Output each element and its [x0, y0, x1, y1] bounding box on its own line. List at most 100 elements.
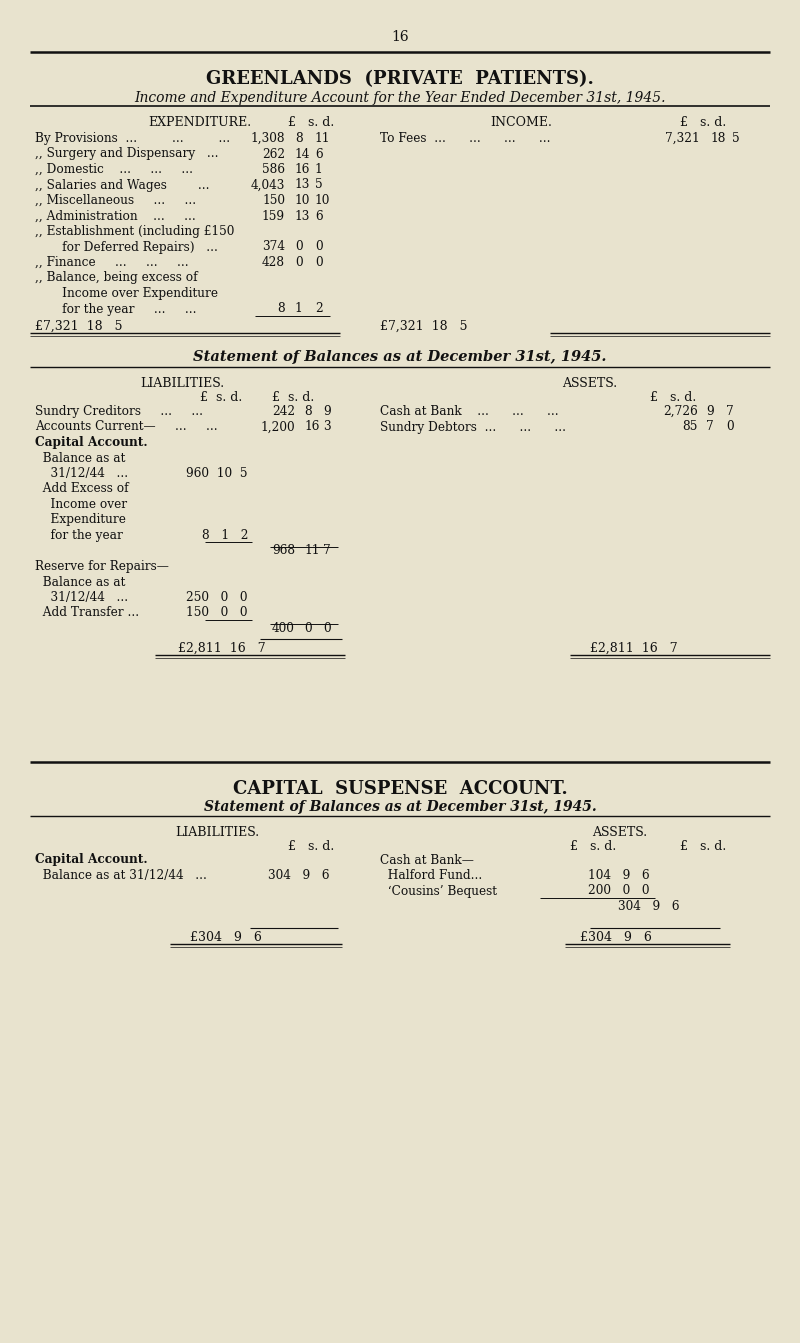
Text: 0: 0 [323, 622, 330, 635]
Text: EXPENDITURE.: EXPENDITURE. [148, 115, 251, 129]
Text: 150: 150 [262, 193, 285, 207]
Text: £304   9   6: £304 9 6 [190, 931, 262, 944]
Text: ,, Finance     ...     ...     ...: ,, Finance ... ... ... [35, 257, 189, 269]
Text: 9: 9 [323, 406, 330, 418]
Text: 11: 11 [304, 544, 319, 557]
Text: 2: 2 [315, 302, 322, 316]
Text: Income over: Income over [35, 498, 127, 510]
Text: 5: 5 [732, 132, 740, 145]
Text: 960  10  5: 960 10 5 [186, 467, 248, 479]
Text: for the year: for the year [35, 529, 123, 543]
Text: 2,726: 2,726 [663, 406, 698, 418]
Text: £   s. d.: £ s. d. [680, 115, 726, 129]
Text: Statement of Balances as at December 31st, 1945.: Statement of Balances as at December 31s… [204, 800, 596, 814]
Text: Reserve for Repairs—: Reserve for Repairs— [35, 560, 169, 573]
Text: 428: 428 [262, 257, 285, 269]
Text: 16: 16 [295, 163, 310, 176]
Text: To Fees  ...      ...      ...      ...: To Fees ... ... ... ... [380, 132, 550, 145]
Text: 8: 8 [295, 132, 302, 145]
Text: 104   9   6: 104 9 6 [588, 869, 650, 882]
Text: £7,321  18   5: £7,321 18 5 [35, 320, 122, 333]
Text: 0: 0 [295, 257, 302, 269]
Text: 150   0   0: 150 0 0 [186, 607, 248, 619]
Text: £   s. d.: £ s. d. [650, 391, 696, 404]
Text: £2,811  16   7: £2,811 16 7 [178, 642, 266, 654]
Text: for Deferred Repairs)   ...: for Deferred Repairs) ... [35, 240, 218, 254]
Text: Balance as at: Balance as at [35, 451, 126, 465]
Text: ,, Salaries and Wages        ...: ,, Salaries and Wages ... [35, 179, 210, 192]
Text: Accounts Current—     ...     ...: Accounts Current— ... ... [35, 420, 218, 434]
Text: £2,811  16   7: £2,811 16 7 [590, 642, 678, 654]
Text: £7,321  18   5: £7,321 18 5 [380, 320, 467, 333]
Text: 14: 14 [295, 148, 310, 161]
Text: Add Excess of: Add Excess of [35, 482, 129, 496]
Text: Statement of Balances as at December 31st, 1945.: Statement of Balances as at December 31s… [194, 351, 606, 364]
Text: 8: 8 [304, 406, 312, 418]
Text: 31/12/44   ...: 31/12/44 ... [35, 467, 128, 479]
Text: 1: 1 [315, 163, 322, 176]
Text: 586: 586 [262, 163, 285, 176]
Text: 5: 5 [315, 179, 322, 192]
Text: 0: 0 [315, 240, 322, 254]
Text: £   s. d.: £ s. d. [570, 839, 616, 853]
Text: 16: 16 [391, 30, 409, 44]
Text: 400: 400 [272, 622, 295, 635]
Text: 200   0   0: 200 0 0 [589, 885, 650, 897]
Text: 374: 374 [262, 240, 285, 254]
Text: 13: 13 [295, 210, 310, 223]
Text: ‘Cousins’ Bequest: ‘Cousins’ Bequest [380, 885, 497, 897]
Text: By Provisions  ...         ...         ...: By Provisions ... ... ... [35, 132, 230, 145]
Text: 7: 7 [323, 544, 330, 557]
Text: 968: 968 [272, 544, 295, 557]
Text: ASSETS.: ASSETS. [593, 826, 647, 838]
Text: 8: 8 [278, 302, 285, 316]
Text: GREENLANDS  (PRIVATE  PATIENTS).: GREENLANDS (PRIVATE PATIENTS). [206, 70, 594, 89]
Text: Halford Fund...: Halford Fund... [380, 869, 482, 882]
Text: 10: 10 [295, 193, 310, 207]
Text: 8   1   2: 8 1 2 [202, 529, 248, 543]
Text: Income over Expenditure: Income over Expenditure [35, 287, 218, 299]
Text: 0: 0 [295, 240, 302, 254]
Text: £   s. d.: £ s. d. [288, 115, 334, 129]
Text: Cash at Bank    ...      ...      ...: Cash at Bank ... ... ... [380, 406, 558, 418]
Text: Add Transfer ...: Add Transfer ... [35, 607, 139, 619]
Text: 6: 6 [315, 210, 322, 223]
Text: ,, Establishment (including £150: ,, Establishment (including £150 [35, 226, 234, 238]
Text: £  s. d.: £ s. d. [272, 391, 314, 404]
Text: Balance as at: Balance as at [35, 576, 126, 588]
Text: ,, Surgery and Dispensary   ...: ,, Surgery and Dispensary ... [35, 148, 218, 161]
Text: 304   9   6: 304 9 6 [618, 900, 680, 913]
Text: Sundry Debtors  ...      ...      ...: Sundry Debtors ... ... ... [380, 420, 566, 434]
Text: LIABILITIES.: LIABILITIES. [140, 377, 224, 389]
Text: 11: 11 [315, 132, 330, 145]
Text: 7: 7 [706, 420, 714, 434]
Text: 16: 16 [304, 420, 319, 434]
Text: Capital Account.: Capital Account. [35, 436, 148, 449]
Text: 7: 7 [726, 406, 734, 418]
Text: 159: 159 [262, 210, 285, 223]
Text: ,, Administration    ...     ...: ,, Administration ... ... [35, 210, 196, 223]
Text: 7,321: 7,321 [666, 132, 700, 145]
Text: Expenditure: Expenditure [35, 513, 126, 526]
Text: CAPITAL  SUSPENSE  ACCOUNT.: CAPITAL SUSPENSE ACCOUNT. [233, 779, 567, 798]
Text: 31/12/44   ...: 31/12/44 ... [35, 591, 128, 604]
Text: 6: 6 [315, 148, 322, 161]
Text: 242: 242 [272, 406, 295, 418]
Text: ASSETS.: ASSETS. [562, 377, 618, 389]
Text: for the year     ...     ...: for the year ... ... [35, 302, 197, 316]
Text: 1,200: 1,200 [260, 420, 295, 434]
Text: 3: 3 [323, 420, 330, 434]
Text: 250   0   0: 250 0 0 [186, 591, 248, 604]
Text: ,, Miscellaneous     ...     ...: ,, Miscellaneous ... ... [35, 193, 196, 207]
Text: 18: 18 [710, 132, 726, 145]
Text: Balance as at 31/12/44   ...: Balance as at 31/12/44 ... [35, 869, 207, 882]
Text: £  s. d.: £ s. d. [200, 391, 242, 404]
Text: 0: 0 [315, 257, 322, 269]
Text: 1: 1 [295, 302, 302, 316]
Text: 1,308: 1,308 [250, 132, 285, 145]
Text: 304   9   6: 304 9 6 [269, 869, 330, 882]
Text: Sundry Creditors     ...     ...: Sundry Creditors ... ... [35, 406, 203, 418]
Text: ,, Balance, being excess of: ,, Balance, being excess of [35, 271, 198, 285]
Text: 262: 262 [262, 148, 285, 161]
Text: 0: 0 [726, 420, 734, 434]
